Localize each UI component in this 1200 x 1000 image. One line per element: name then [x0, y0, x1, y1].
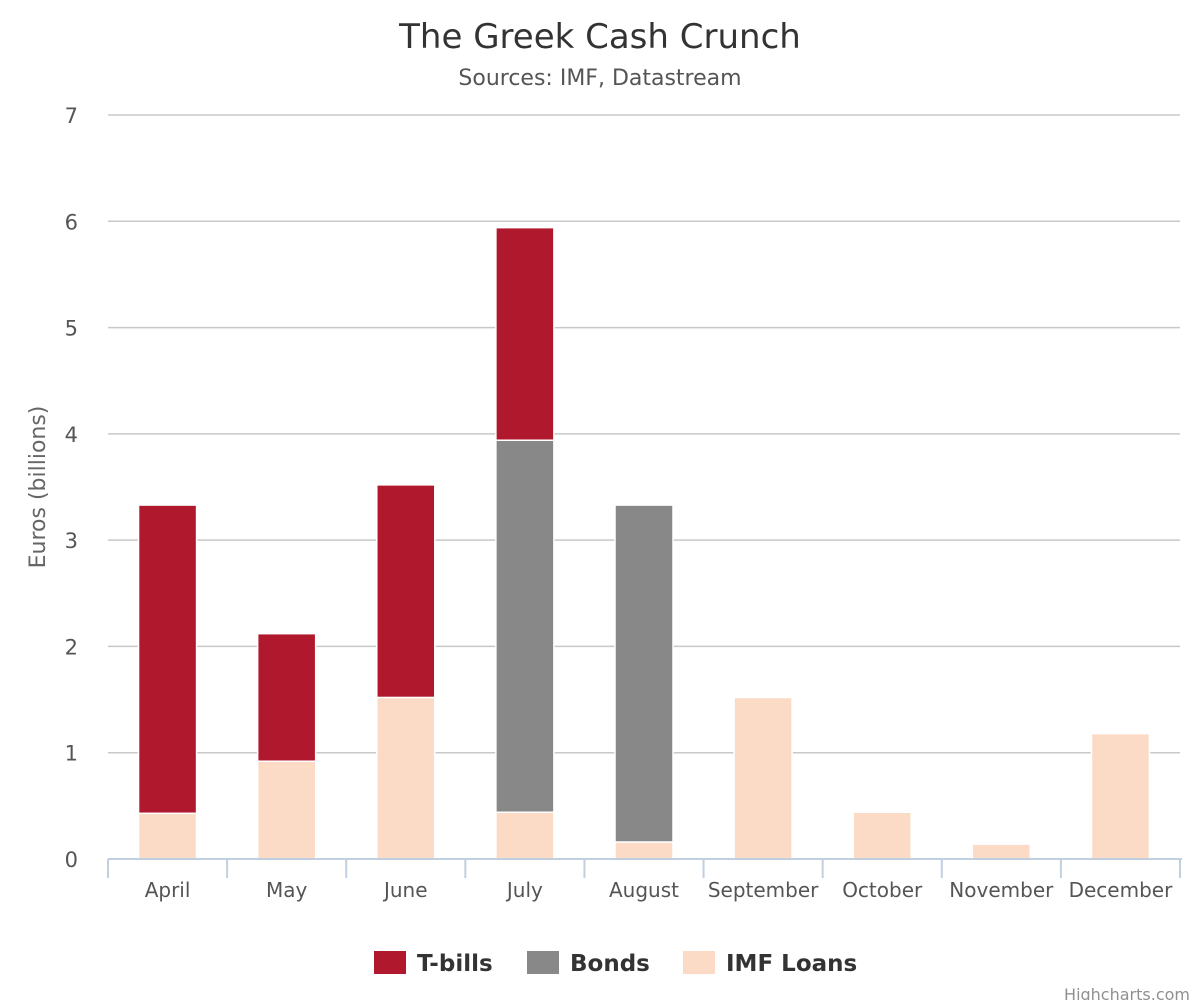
bar-t-bills[interactable] [137, 504, 198, 815]
bar-bonds[interactable] [614, 504, 674, 843]
legend-swatch-t-bills [374, 951, 406, 974]
bar-imf-loans[interactable] [495, 811, 555, 860]
y-tick-label: 4 [65, 423, 78, 447]
y-tick-label: 5 [65, 317, 78, 341]
bar-imf-loans[interactable] [1090, 732, 1151, 860]
x-tick-label: November [949, 878, 1054, 902]
legend-item[interactable]: Bonds [527, 951, 650, 977]
x-tick-label: December [1069, 878, 1173, 902]
x-tick-label: July [505, 878, 543, 902]
bars [137, 226, 1151, 860]
legend-item[interactable]: IMF Loans [683, 951, 857, 977]
legend-label-t-bills: T-bills [417, 951, 493, 977]
x-tick-label: April [145, 878, 191, 902]
x-tick-label: September [708, 878, 819, 902]
x-tick-label: October [842, 878, 923, 902]
y-axis-title: Euros (billions) [26, 406, 51, 569]
bar-t-bills[interactable] [376, 484, 436, 699]
bar-t-bills[interactable] [495, 226, 555, 441]
y-tick-label: 1 [65, 742, 78, 766]
chart-subtitle: Sources: IMF, Datastream [458, 66, 741, 91]
legend-label-bonds: Bonds [570, 951, 650, 977]
bar-imf-loans[interactable] [256, 760, 317, 860]
legend-swatch-imf-loans [683, 951, 715, 974]
x-tick-label: August [609, 878, 679, 902]
x-tick-label: May [266, 878, 308, 902]
y-tick-label: 6 [65, 210, 78, 234]
x-tick-label: June [382, 878, 428, 902]
bar-imf-loans[interactable] [971, 843, 1032, 860]
bar-imf-loans[interactable] [733, 696, 793, 860]
y-tick-label: 2 [65, 635, 78, 659]
legend-item[interactable]: T-bills [374, 951, 493, 977]
bar-t-bills[interactable] [256, 632, 317, 762]
legend[interactable]: T-bills Bonds IMF Loans [374, 951, 857, 977]
bar-imf-loans[interactable] [137, 812, 198, 860]
legend-swatch-bonds [527, 951, 559, 974]
x-axis: April May June July August September October No… [107, 858, 1182, 902]
y-tick-label: 0 [65, 848, 78, 872]
bar-bonds[interactable] [495, 439, 555, 813]
credits-link[interactable]: Highcharts.com [1064, 985, 1190, 1000]
legend-label-imf-loans: IMF Loans [726, 951, 857, 977]
chart-title: The Greek Cash Crunch [398, 17, 801, 57]
y-axis-labels: 0 1 2 3 4 5 6 7 [65, 104, 78, 872]
y-tick-label: 7 [65, 104, 78, 128]
bar-imf-loans[interactable] [376, 696, 436, 860]
y-tick-label: 3 [65, 529, 78, 553]
bar-imf-loans[interactable] [852, 811, 912, 860]
bar-imf-loans[interactable] [614, 841, 674, 860]
